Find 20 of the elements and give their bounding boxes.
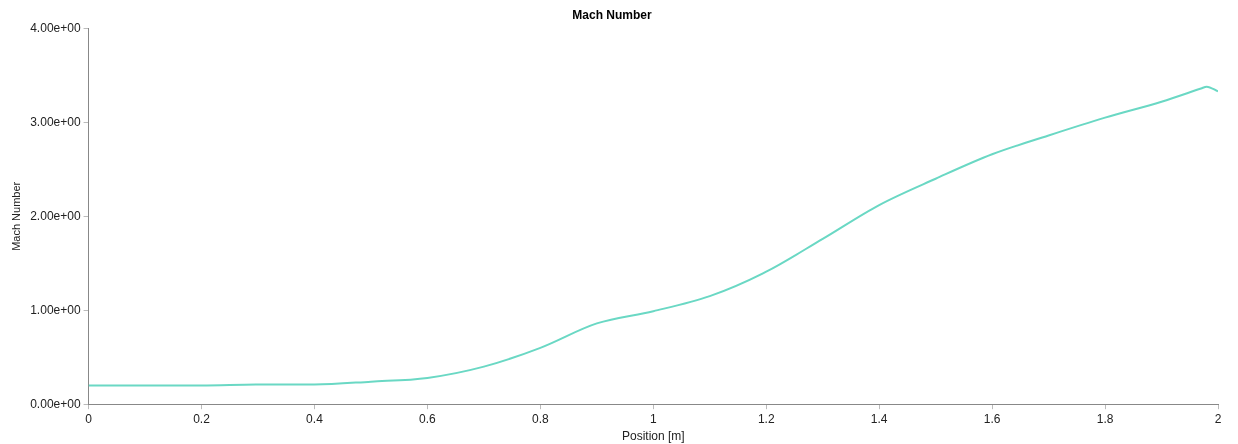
x-tick-label: 0.4 [306, 411, 324, 426]
y-axis-title: Mach Number [9, 181, 22, 251]
y-tick-label: 2.00e+00 [30, 208, 81, 223]
line-series [88, 85, 1218, 387]
x-tick-label: 1.2 [757, 411, 775, 426]
x-tick-label: 1.4 [870, 411, 888, 426]
y-tick-label: 4.00e+00 [30, 20, 81, 35]
x-tick-label: 2 [1214, 411, 1222, 426]
y-tick-label: 1.00e+00 [30, 302, 81, 317]
x-tick-label: 0 [85, 411, 93, 426]
x-tick-label: 0.2 [193, 411, 211, 426]
y-tick-label: 3.00e+00 [30, 114, 81, 129]
x-tick-label: 1 [649, 411, 657, 426]
x-tick-label: 1.8 [1096, 411, 1114, 426]
y-tick-label: 0.00e+00 [30, 396, 81, 411]
x-tick-label: 0.6 [419, 411, 437, 426]
x-tick-label: 1.6 [983, 411, 1001, 426]
x-tick-label: 0.8 [532, 411, 550, 426]
chart-title: Mach Number [572, 7, 652, 22]
x-axis-title: Position [m] [621, 429, 685, 444]
